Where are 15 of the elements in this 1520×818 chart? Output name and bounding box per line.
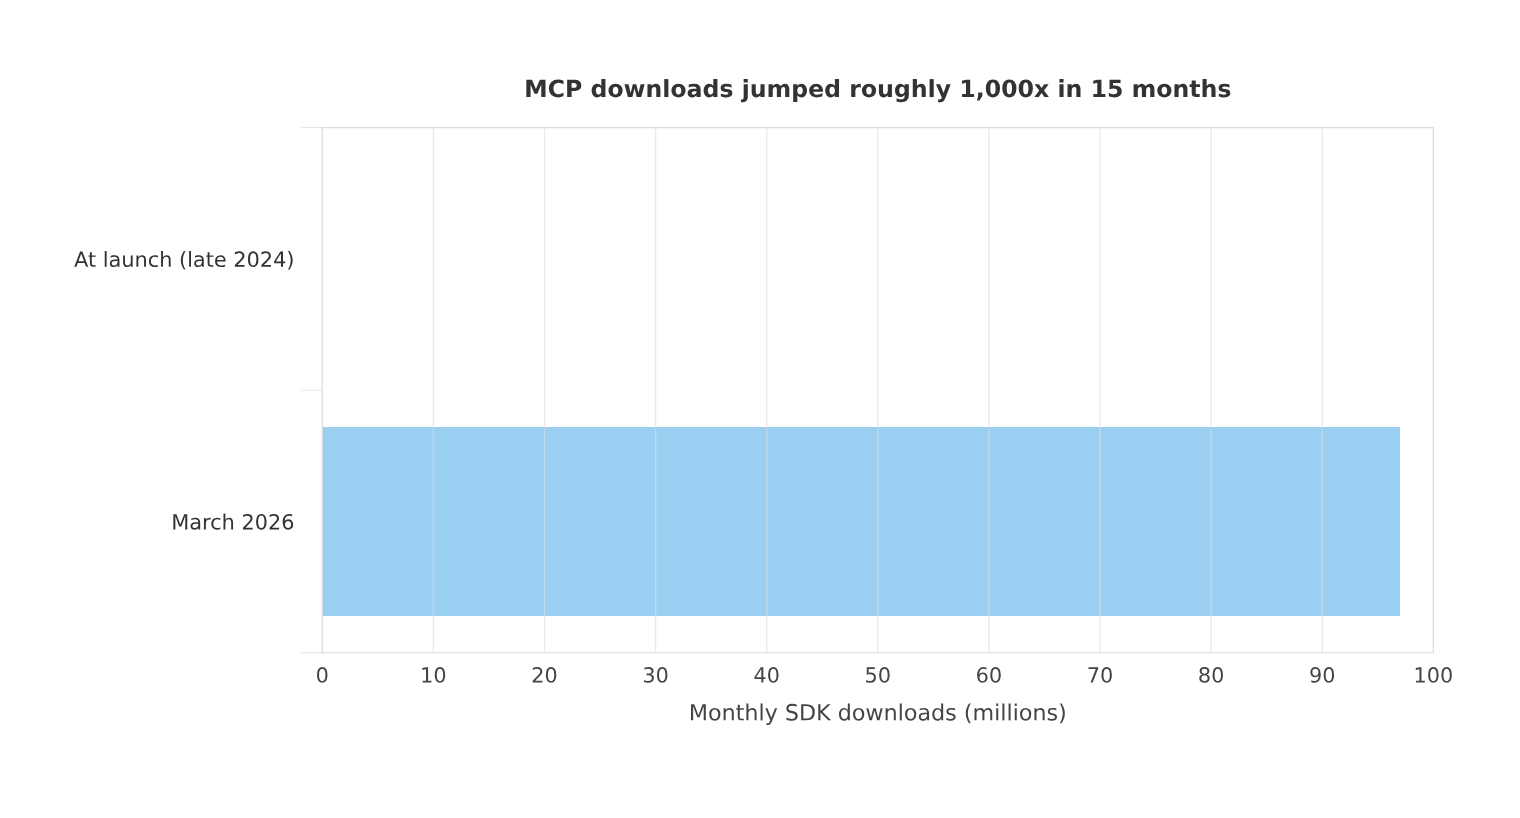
y-tick-label: March 2026 [173, 513, 294, 530]
x-tick-label: 60 [977, 667, 1001, 683]
chart-title: MCP downloads jumped roughly 1,000x in 15 months [526, 79, 1231, 103]
x-axis-title: Monthly SDK downloads (millions) [691, 703, 1065, 725]
x-tick-label: 40 [754, 667, 779, 683]
x-tick-label: 50 [866, 667, 890, 683]
y-tick-label: At launch (late 2024) [74, 250, 293, 270]
x-tick-label: 70 [1088, 667, 1112, 683]
x-tick-label: 80 [1199, 667, 1224, 683]
x-tick-label: 100 [1415, 667, 1452, 683]
x-tick-label: 0 [316, 667, 328, 683]
x-tick-label: 20 [532, 667, 557, 683]
x-tick-label: 30 [643, 667, 668, 683]
x-tick-label: 90 [1310, 667, 1335, 683]
x-tick-label: 10 [422, 667, 446, 683]
